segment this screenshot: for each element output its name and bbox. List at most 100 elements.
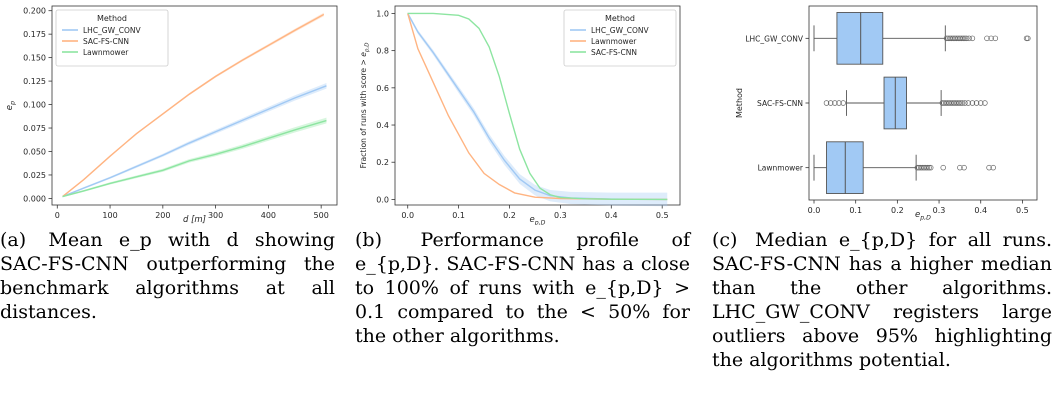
y-tick-label: Lawnmower [758,164,804,173]
x-axis-label: d [m] [183,215,206,225]
y-tick-label: 0.000 [23,194,46,203]
x-axis-label: ep,D [530,215,546,225]
outlier-point [973,100,980,106]
x-tick-label: 0.2 [503,211,516,220]
caption-a-text: Mean e_p with d showing SAC-FS-CNN outpe… [0,229,335,323]
x-tick-label: 100 [102,211,117,220]
box-sac-fs-cnn: SAC-FS-CNN [757,76,988,130]
x-tick-label: 0.4 [605,211,618,220]
y-tick-label: 0.150 [23,54,46,63]
x-tick-label: 500 [314,211,329,220]
caption-c: (c) Median e_{p,D} for all runs. SAC-FS-… [712,228,1052,372]
series-line [62,119,327,198]
outlier-point [957,100,964,106]
x-tick-label: 0.0 [401,211,414,220]
caption-a: (a) Mean e_p with d showing SAC-FS-CNN o… [0,228,335,324]
panel-a: 0 100 200 300 400 500 0.000 0.025 0.050 0.075 0.10… [0,0,345,400]
panel-c: 0.0 0.1 0.2 0.3 0.4 0.5 LHC_GW_CONV SAC-FS-CNN L… [712,0,1060,400]
chart-a: 0 100 200 300 400 500 0.000 0.025 0.050 0.075 0.10… [5,5,338,225]
outlier-point [1025,35,1031,42]
legend-entry: Lawnmower [83,48,129,57]
y-axis-label: ep [5,101,17,110]
x-tick-label: 0 [55,211,60,220]
y-tick-label: 0.075 [23,124,46,133]
caption-c-label: (c) [712,229,738,251]
series-lawnmower [407,13,668,201]
y-tick-label: 1.0 [376,9,389,18]
outlier-point [840,100,846,106]
y-tick-label: 0.4 [376,121,389,130]
outlier-point [940,164,946,171]
y-tick-label: 0.050 [23,147,46,156]
y-tick-label: 0.2 [376,158,389,167]
box-iqr [836,12,884,65]
legend-entry: LHC_GW_CONV [591,26,650,35]
legend-title: Method [605,14,635,23]
series-line [62,13,325,198]
y-tick-label: 0.175 [23,30,46,39]
outlier-point [926,164,932,171]
x-tick-label: 0.5 [1016,206,1029,215]
x-tick-label: 0.1 [452,211,465,220]
y-tick-label: LHC_GW_CONV [745,34,804,43]
outlier-point [962,100,968,106]
panel-b: 0.0 0.1 0.2 0.3 0.4 0.5 0.0 0.2 0.4 0.6 0.8 1.0 Meth… [355,0,700,400]
outlier-point [959,100,966,106]
legend-entry: SAC-FS-CNN [591,48,637,57]
x-tick-label: 0.3 [933,206,946,215]
chart-b: 0.0 0.1 0.2 0.3 0.4 0.5 0.0 0.2 0.4 0.6 0.8 1.0 Meth… [359,5,681,227]
legend-entry: LHC_GW_CONV [83,26,142,35]
x-tick-label: 0.4 [974,206,987,215]
outlier-point [963,35,970,42]
outlier-point [927,164,934,171]
legend: Method LHC_GW_CONV SAC-FS-CNN Lawnmower [55,9,169,67]
legend-box [55,9,169,67]
legend: Method LHC_GW_CONV Lawnmower SAC-FS-CNN [563,9,677,67]
y-tick-label: 0.200 [23,7,46,16]
x-tick-label: 200 [155,211,170,220]
series-line [407,13,668,201]
x-tick-label: 0.3 [554,211,567,220]
outlier-point [986,164,992,171]
outlier-point [960,35,966,42]
outlier-point [990,164,996,171]
outlier-point [984,35,990,42]
outlier-point [957,164,963,171]
caption-b-text: Performance profile of e_{p,D}. SAC-FS-C… [355,229,690,347]
y-tick-label: 0.0 [376,195,389,204]
series-lawnmower [62,117,327,198]
y-tick-label: 0.025 [23,171,46,180]
outlier-point [924,164,931,171]
x-tick-label: 400 [261,211,276,220]
legend-entry: Lawnmower [591,37,637,46]
caption-b: (b) Performance profile of e_{p,D}. SAC-… [355,228,690,348]
box-lhc_gw_conv: LHC_GW_CONV [745,12,1031,65]
y-tick-label: 0.6 [376,84,389,93]
y-tick-label: 0.100 [23,101,46,110]
x-tick-label: 300 [208,211,223,220]
series-line [62,85,327,198]
legend-entry: SAC-FS-CNN [83,37,129,46]
outlier-point [962,35,968,42]
series-lhc_gw_conv [62,82,327,198]
y-tick-label: 0.8 [376,47,389,56]
legend-title: Method [97,14,127,23]
x-tick-label: 0.0 [808,206,821,215]
outlier-point [961,164,967,171]
outlier-point [836,100,842,106]
caption-b-label: (b) [355,229,382,251]
x-tick-label: 0.5 [656,211,669,220]
y-axis-label: Fraction of runs with score > ep,D [359,43,370,169]
outlier-point [832,100,838,106]
outlier-point [969,35,976,42]
caption-c-text: Median e_{p,D} for all runs. SAC-FS-CNN … [712,229,1052,371]
outlier-point [827,100,834,106]
outlier-point [969,100,976,106]
caption-a-label: (a) [0,229,27,251]
series-sac-fs-cnn [407,12,668,201]
x-axis-label: ep,D [915,210,931,222]
series-sac-fs-cnn [62,12,325,198]
outlier-point [956,100,962,106]
outlier-point [977,100,984,106]
outlier-point [966,35,972,42]
